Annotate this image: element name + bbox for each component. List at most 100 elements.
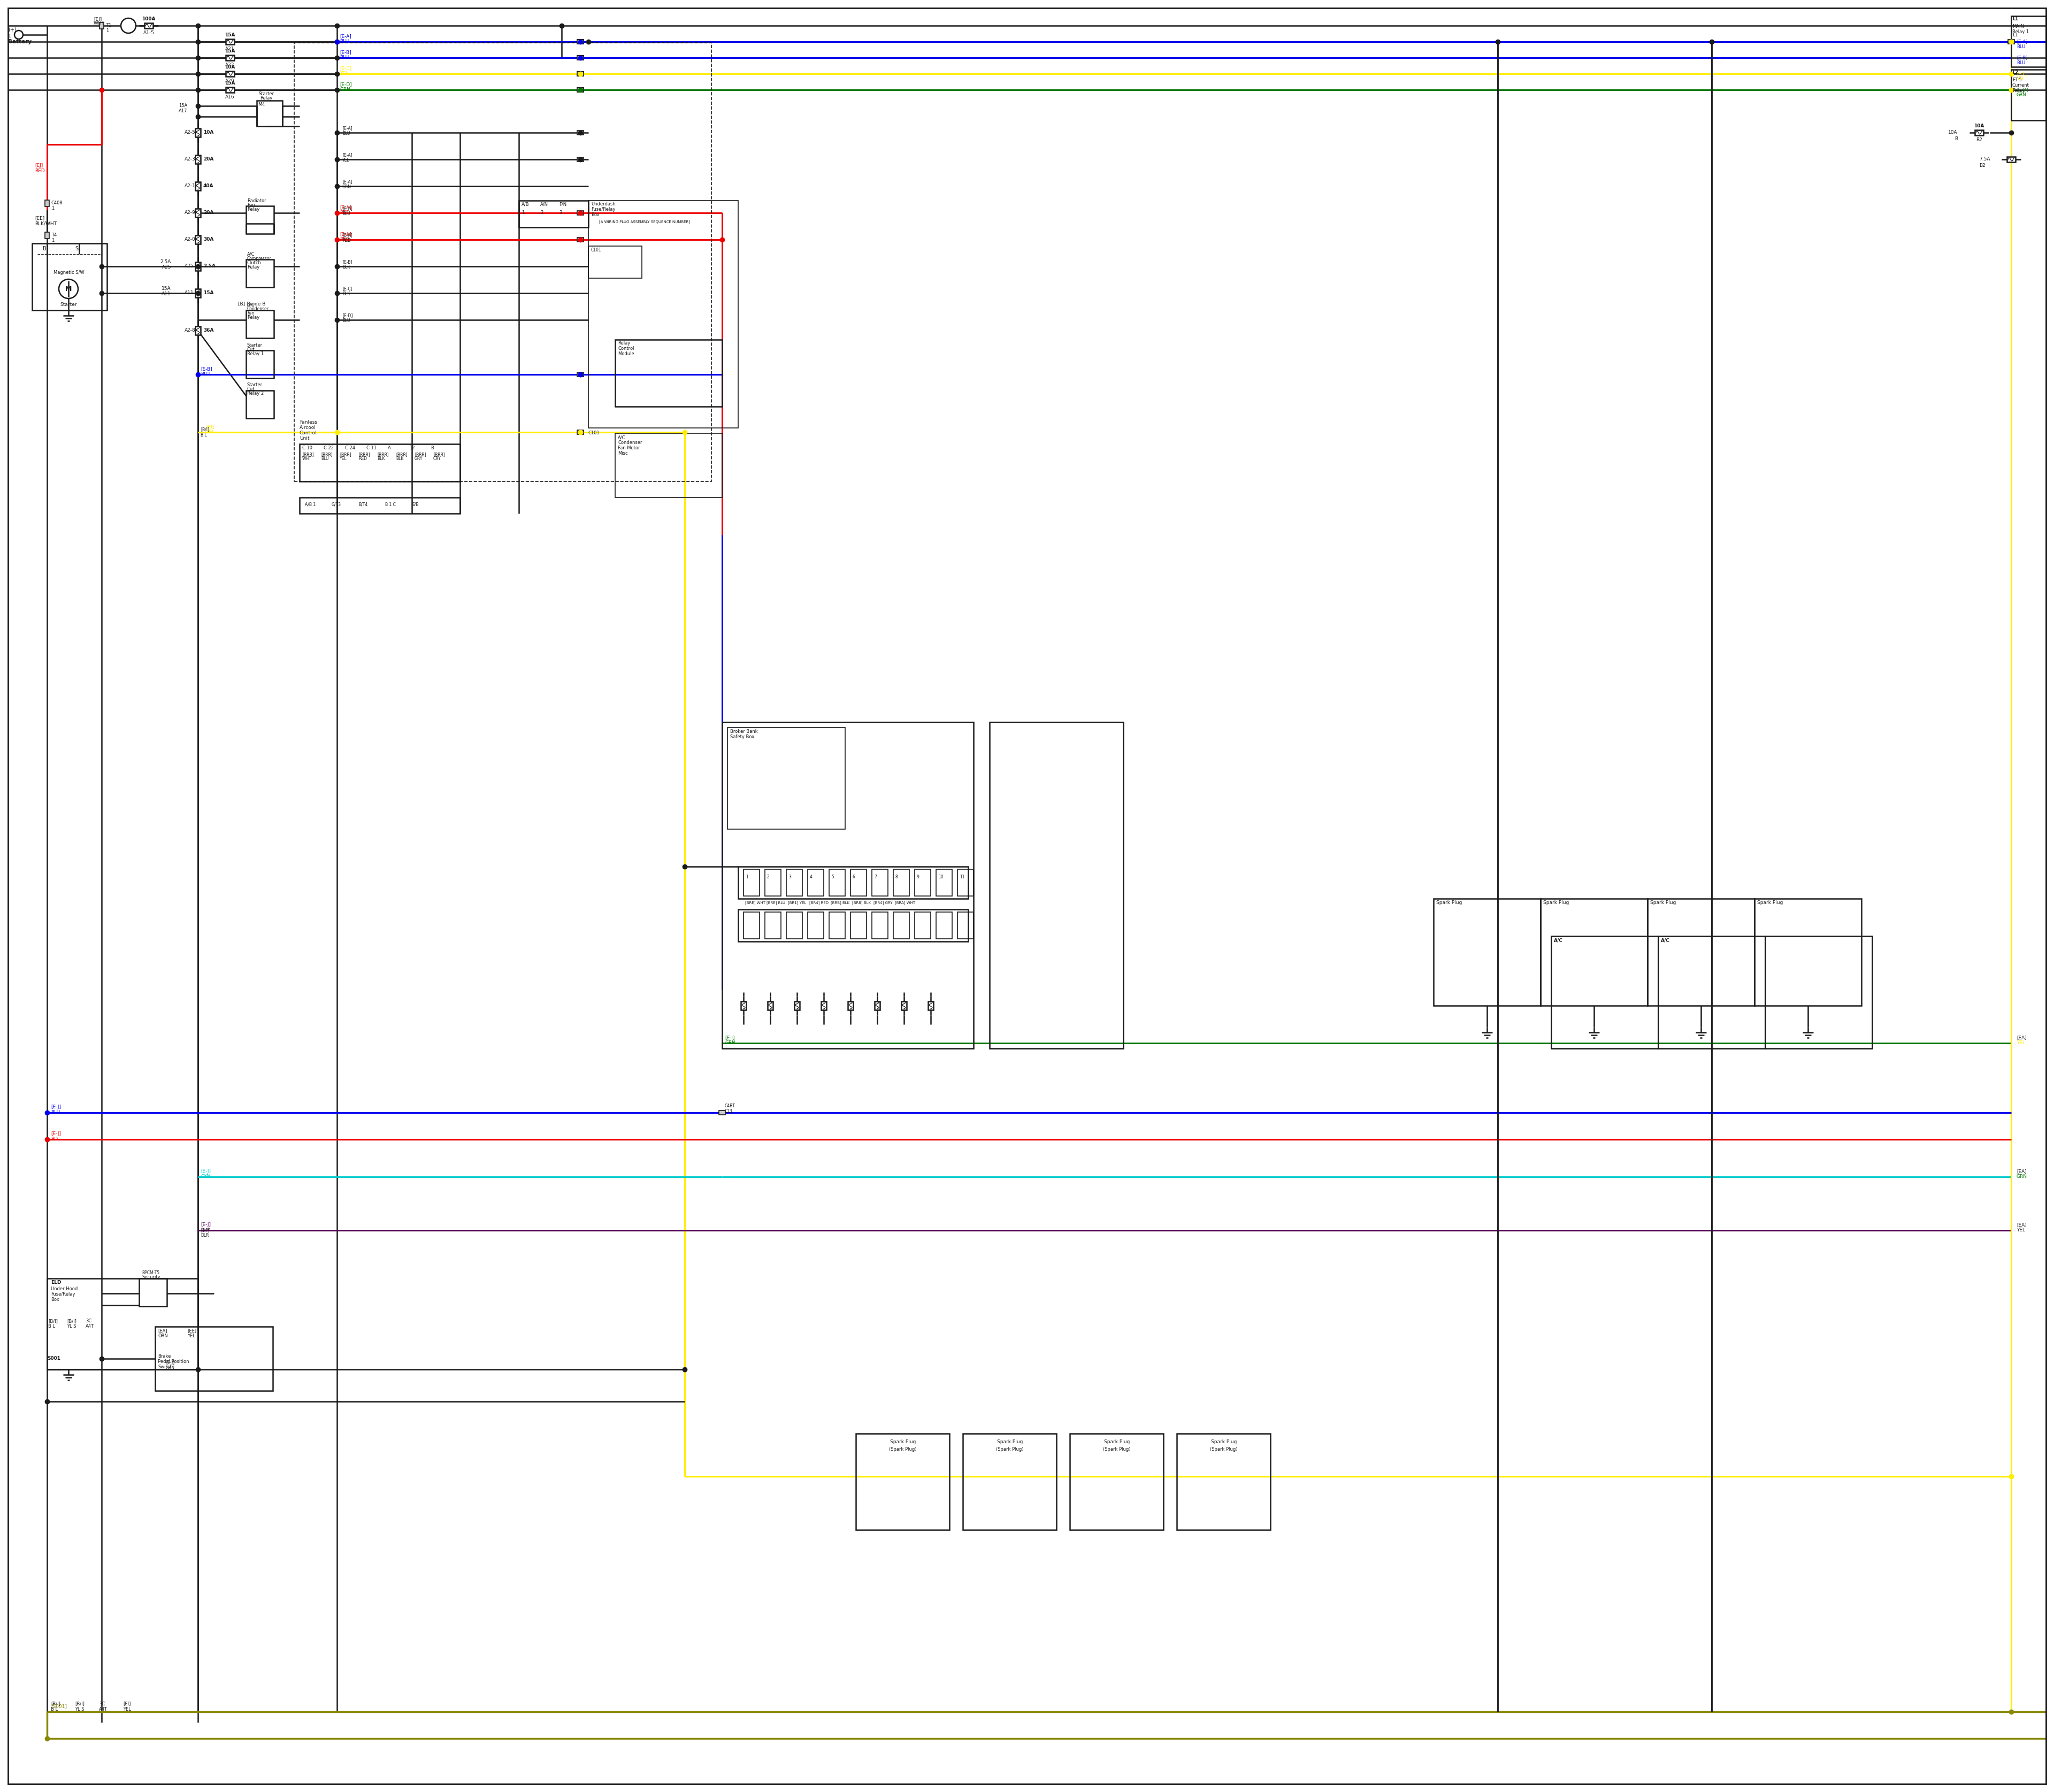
Text: 1: 1 <box>746 874 748 880</box>
Bar <box>737 909 967 941</box>
Bar <box>914 912 930 939</box>
Text: S: S <box>74 246 78 251</box>
Text: A16: A16 <box>226 95 234 100</box>
Bar <box>850 869 867 896</box>
Text: 15A: 15A <box>224 81 236 86</box>
Text: Condenser: Condenser <box>246 306 269 312</box>
Text: [B/I]: [B/I] <box>74 1701 84 1706</box>
Text: YEL: YEL <box>339 457 347 461</box>
Text: A/C: A/C <box>618 435 626 441</box>
Text: Cut: Cut <box>246 348 255 351</box>
Text: B 1 C: B 1 C <box>386 502 396 507</box>
Text: [E-A]: [E-A] <box>343 125 353 131</box>
Text: C101: C101 <box>592 247 602 253</box>
Text: 5: 5 <box>832 874 834 880</box>
Text: GRN: GRN <box>166 1366 175 1371</box>
Text: Relay: Relay <box>261 95 273 100</box>
Bar <box>47 1278 197 1369</box>
Text: [E-B]: [E-B] <box>339 50 351 56</box>
Text: WHT: WHT <box>302 457 312 461</box>
Text: L1: L1 <box>2013 16 2019 22</box>
Text: 15A: 15A <box>179 104 187 108</box>
Text: B: B <box>1955 136 1957 142</box>
Text: 9: 9 <box>916 874 920 880</box>
Text: Spark Plug: Spark Plug <box>889 1439 916 1444</box>
Text: [BRA] WHT: [BRA] WHT <box>896 901 916 905</box>
Text: YEL: YEL <box>2017 1041 2025 1045</box>
Bar <box>744 869 760 896</box>
Text: A/N: A/N <box>540 202 548 206</box>
Text: 1: 1 <box>51 238 53 244</box>
Bar <box>928 1002 933 1011</box>
Text: Switch: Switch <box>158 1364 173 1369</box>
Bar <box>875 1002 879 1011</box>
Text: GRN: GRN <box>343 185 351 190</box>
Text: [BRB]: [BRB] <box>433 452 446 457</box>
Bar <box>577 72 583 75</box>
Bar <box>914 869 930 896</box>
Text: C 24: C 24 <box>345 446 355 450</box>
Text: BLK: BLK <box>343 265 349 271</box>
Bar <box>577 88 583 91</box>
Circle shape <box>121 18 136 34</box>
Text: A2-0: A2-0 <box>185 237 195 242</box>
Bar <box>300 444 460 482</box>
Text: Fan: Fan <box>246 202 255 208</box>
Bar <box>577 373 583 376</box>
Text: 10A: 10A <box>224 65 236 70</box>
Text: M4: M4 <box>259 102 265 108</box>
Text: Radiator: Radiator <box>246 199 267 202</box>
Text: Relay: Relay <box>618 340 631 346</box>
Text: [EE]: [EE] <box>187 1328 197 1333</box>
Bar <box>957 869 974 896</box>
Bar <box>737 867 967 898</box>
Bar <box>587 246 641 278</box>
Text: [EE]: [EE] <box>35 215 45 220</box>
Text: [E-D]: [E-D] <box>339 82 351 88</box>
Bar <box>226 88 234 93</box>
Bar <box>963 1434 1056 1530</box>
Text: C 10: C 10 <box>302 446 312 450</box>
Bar <box>937 912 953 939</box>
Bar <box>226 56 234 61</box>
Text: M: M <box>66 285 72 292</box>
Text: 12: 12 <box>409 446 415 450</box>
Text: [EI]: [EI] <box>94 16 103 22</box>
Text: 10: 10 <box>939 874 943 880</box>
Text: L1: L1 <box>2013 32 2017 38</box>
Text: [E-A]: [E-A] <box>343 233 353 238</box>
Text: A/C: A/C <box>1555 937 1563 943</box>
Text: [BRB]: [BRB] <box>396 452 407 457</box>
Text: [BRB]: [BRB] <box>339 452 351 457</box>
Text: CRY: CRY <box>433 457 442 461</box>
Text: 30A: 30A <box>203 237 214 242</box>
Bar <box>246 310 273 339</box>
Text: Starter: Starter <box>259 91 273 97</box>
Bar <box>764 869 781 896</box>
Text: 1: 1 <box>51 206 53 211</box>
Text: Underdash: Underdash <box>592 202 616 206</box>
Text: [E-J]: [E-J] <box>201 1222 212 1228</box>
Text: 7: 7 <box>875 874 877 880</box>
Bar <box>45 201 49 206</box>
Text: A4T: A4T <box>86 1324 94 1330</box>
Text: [B/I]
B L: [B/I] B L <box>201 426 210 437</box>
Text: S001: S001 <box>47 1357 60 1362</box>
Text: A2-1: A2-1 <box>185 185 195 188</box>
Text: Spark Plug: Spark Plug <box>1212 1439 1237 1444</box>
Text: Spark Plug: Spark Plug <box>1543 901 1569 905</box>
Text: 11: 11 <box>959 874 965 880</box>
Bar <box>577 39 583 43</box>
Text: Fan: Fan <box>246 312 255 315</box>
Text: (Spark Plug): (Spark Plug) <box>1103 1448 1130 1452</box>
Text: Misc: Misc <box>618 452 629 455</box>
Bar <box>744 912 760 939</box>
Text: [E-A]: [E-A] <box>339 34 351 39</box>
Text: BLK/WHT: BLK/WHT <box>35 220 58 226</box>
Text: BLK: BLK <box>378 457 384 461</box>
Text: C13: C13 <box>725 1109 733 1115</box>
Text: E/B: E/B <box>413 502 419 507</box>
Text: Starter: Starter <box>246 383 263 387</box>
Text: [E-A]: [E-A] <box>339 204 351 210</box>
Text: Pedal Position: Pedal Position <box>158 1358 189 1364</box>
